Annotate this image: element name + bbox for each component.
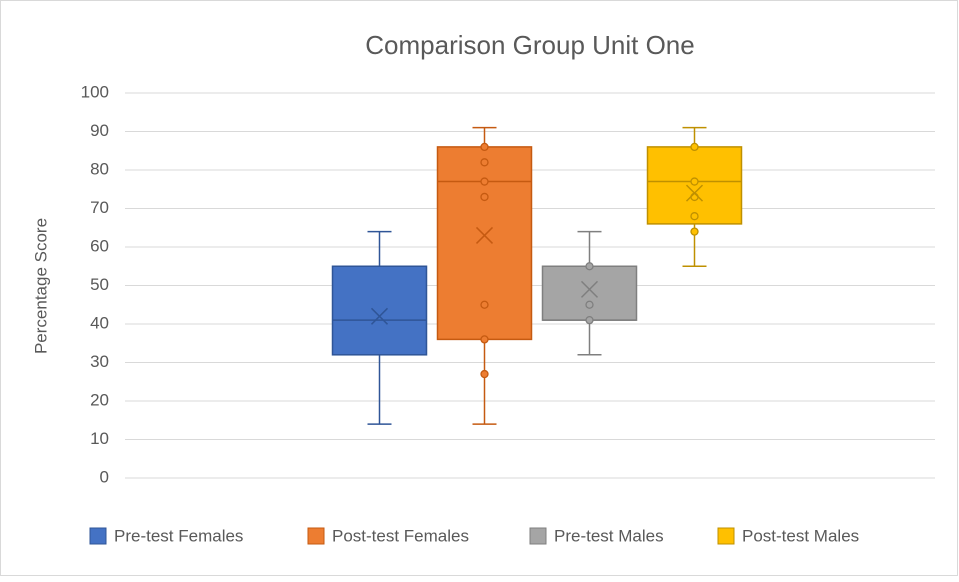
data-point	[480, 177, 489, 186]
mean-marker	[370, 307, 389, 325]
data-point	[480, 158, 489, 167]
data-point	[480, 369, 489, 379]
box	[331, 265, 428, 356]
data-point	[480, 300, 489, 309]
y-tick-label: 90	[90, 121, 109, 140]
data-point	[690, 227, 699, 236]
y-tick-label: 30	[90, 352, 109, 371]
y-tick-label: 40	[90, 313, 109, 332]
legend-swatch	[529, 527, 547, 545]
legend-label: Post-test Males	[742, 526, 859, 545]
y-tick-label: 0	[100, 467, 109, 486]
y-tick-label: 20	[90, 390, 109, 409]
data-point	[585, 300, 594, 309]
mean-marker	[580, 280, 599, 298]
data-point	[690, 177, 699, 186]
y-tick-label: 50	[90, 275, 109, 294]
data-point	[480, 335, 489, 344]
legend-label: Pre-test Females	[114, 526, 243, 545]
y-axis-label: Percentage Score	[31, 218, 50, 354]
chart-title: Comparison Group Unit One	[365, 30, 694, 60]
y-tick-label: 70	[90, 198, 109, 217]
y-tick-label: 100	[81, 82, 109, 101]
legend-swatch	[307, 527, 325, 545]
y-tick-label: 10	[90, 429, 109, 448]
y-tick-label: 80	[90, 159, 109, 178]
box	[541, 265, 638, 321]
data-point	[480, 142, 489, 152]
legend-label: Pre-test Males	[554, 526, 664, 545]
legend-swatch	[717, 527, 735, 545]
data-point	[690, 212, 699, 221]
data-point	[585, 262, 594, 271]
y-tick-label: 60	[90, 236, 109, 255]
mean-marker	[685, 184, 704, 202]
legend-label: Post-test Females	[332, 526, 469, 545]
data-point	[690, 142, 699, 152]
data-point	[585, 315, 594, 325]
mean-marker	[475, 226, 494, 244]
data-point	[480, 192, 489, 202]
box	[436, 146, 533, 341]
legend-swatch	[89, 527, 107, 545]
